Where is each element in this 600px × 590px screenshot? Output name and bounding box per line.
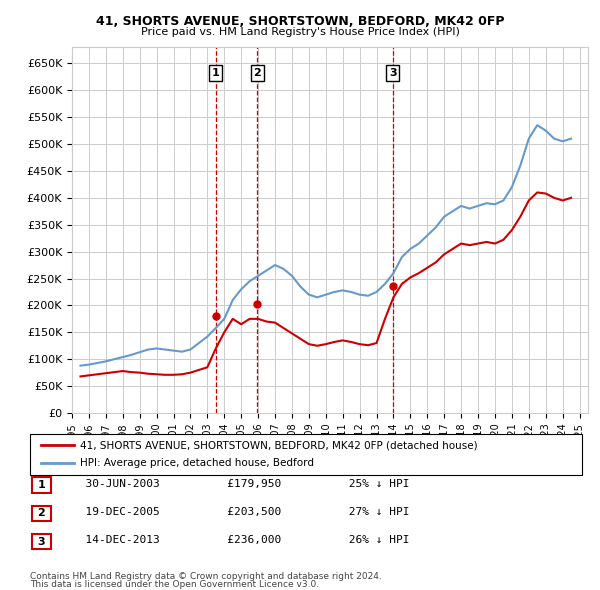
Text: HPI: Average price, detached house, Bedford: HPI: Average price, detached house, Bedf… [80,458,314,468]
Text: 3: 3 [389,68,397,78]
Text: 2: 2 [38,509,45,518]
Text: Price paid vs. HM Land Registry's House Price Index (HPI): Price paid vs. HM Land Registry's House … [140,27,460,37]
Text: 41, SHORTS AVENUE, SHORTSTOWN, BEDFORD, MK42 0FP (detached house): 41, SHORTS AVENUE, SHORTSTOWN, BEDFORD, … [80,440,478,450]
Text: 1: 1 [212,68,220,78]
Text: 30-JUN-2003          £179,950          25% ↓ HPI: 30-JUN-2003 £179,950 25% ↓ HPI [72,479,409,489]
Text: 41, SHORTS AVENUE, SHORTSTOWN, BEDFORD, MK42 0FP: 41, SHORTS AVENUE, SHORTSTOWN, BEDFORD, … [96,15,504,28]
Text: This data is licensed under the Open Government Licence v3.0.: This data is licensed under the Open Gov… [30,580,319,589]
Text: Contains HM Land Registry data © Crown copyright and database right 2024.: Contains HM Land Registry data © Crown c… [30,572,382,581]
FancyBboxPatch shape [30,434,582,475]
FancyBboxPatch shape [32,506,50,521]
Text: 14-DEC-2013          £236,000          26% ↓ HPI: 14-DEC-2013 £236,000 26% ↓ HPI [72,536,409,545]
Text: 3: 3 [38,537,45,546]
Text: 2: 2 [254,68,261,78]
FancyBboxPatch shape [32,477,50,493]
FancyBboxPatch shape [32,534,50,549]
Text: 19-DEC-2005          £203,500          27% ↓ HPI: 19-DEC-2005 £203,500 27% ↓ HPI [72,507,409,517]
Text: 1: 1 [38,480,45,490]
